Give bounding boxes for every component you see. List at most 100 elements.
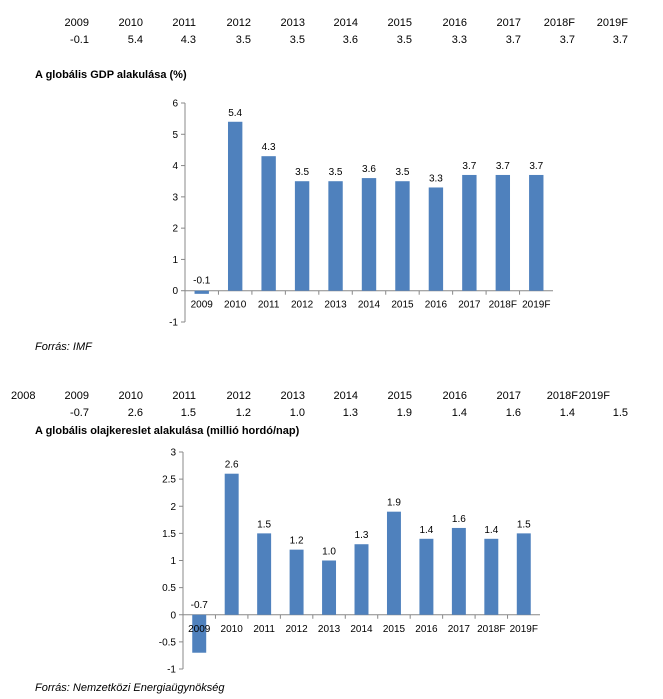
x-tick-label: 2019F — [522, 300, 550, 311]
gdp-table-year: 2018F — [543, 17, 575, 29]
gdp-table-value: 3.6 — [342, 34, 358, 46]
bar — [386, 511, 401, 615]
y-tick-label: -1 — [167, 665, 176, 676]
x-tick-label: 2016 — [425, 300, 448, 311]
x-tick-label: 2009 — [188, 624, 211, 635]
y-tick-label: 1 — [170, 556, 176, 567]
x-tick-label: 2011 — [253, 624, 275, 635]
x-tick-label: 2017 — [448, 624, 471, 635]
x-tick-label: 2009 — [191, 300, 214, 311]
x-tick-label: 2013 — [318, 624, 341, 635]
x-tick-label: 2017 — [458, 300, 481, 311]
oil-table-year: 2014 — [333, 390, 358, 402]
gdp-table-value: 3.7 — [505, 34, 521, 46]
data-label: -0.1 — [193, 276, 211, 287]
data-label: 1.5 — [257, 519, 271, 530]
gdp-table-year: 2015 — [387, 17, 412, 29]
bar — [328, 181, 343, 291]
data-label: 1.4 — [484, 525, 498, 536]
gdp-table-value: 3.3 — [451, 34, 467, 46]
bar — [224, 473, 239, 615]
bar — [419, 538, 434, 615]
x-tick-label: 2015 — [391, 300, 414, 311]
y-tick-label: 6 — [172, 99, 178, 110]
oil-table-value: 1.4 — [559, 407, 575, 419]
y-tick-label: 3 — [170, 448, 176, 459]
x-tick-label: 2011 — [258, 300, 280, 311]
bar — [194, 290, 209, 294]
data-label: 1.9 — [387, 498, 401, 509]
oil-table-value: 1.6 — [505, 407, 521, 419]
oil-table-year: 2013 — [280, 390, 305, 402]
gdp-table-value: 4.3 — [180, 34, 196, 46]
oil-source-note: Forrás: Nemzetközi Energiaügynökség — [35, 682, 225, 694]
data-label: 3.5 — [396, 167, 410, 178]
y-tick-label: -1 — [169, 318, 178, 329]
data-label: 3.6 — [362, 164, 376, 175]
y-tick-label: 2 — [172, 224, 178, 235]
data-label: 4.3 — [262, 142, 276, 153]
data-label: 3.7 — [496, 161, 510, 172]
oil-table-value: 2.6 — [127, 407, 143, 419]
bar — [484, 538, 499, 615]
oil-table-value: 1.4 — [451, 407, 467, 419]
x-tick-label: 2015 — [383, 624, 406, 635]
data-label: 1.4 — [419, 525, 433, 536]
data-label: 1.3 — [355, 530, 369, 541]
oil-table-year: 2012 — [226, 390, 251, 402]
gdp-chart-title: A globális GDP alakulása (%) — [35, 69, 187, 81]
oil-table-year: 2011 — [172, 390, 196, 402]
y-tick-label: 0.5 — [162, 583, 176, 594]
gdp-bar-chart: -1 0 1 2 3 4 5 6 -0.1 2009 5.4 2010 4.3 2011 3.5 2012 3.… — [169, 99, 553, 329]
x-tick-label: 2010 — [224, 300, 247, 311]
gdp-table-year: 2011 — [172, 17, 196, 29]
x-tick-label: 2014 — [358, 300, 381, 311]
bar — [516, 533, 531, 615]
oil-chart-title: A globális olajkereslet alakulása (milli… — [35, 425, 300, 437]
x-tick-label: 2013 — [324, 300, 347, 311]
data-label: 2.6 — [225, 460, 239, 471]
x-tick-label: 2018F — [477, 624, 505, 635]
y-tick-label: 3 — [172, 192, 178, 203]
bar — [261, 156, 276, 291]
y-tick-label: 4 — [172, 161, 178, 172]
bar — [428, 187, 444, 291]
data-label: 3.3 — [429, 173, 443, 184]
bar — [395, 181, 410, 291]
y-tick-label: 0 — [172, 286, 178, 297]
oil-table-year: 2017 — [496, 390, 521, 402]
bar — [361, 178, 377, 291]
bar — [294, 181, 310, 291]
data-label: 1.5 — [517, 519, 531, 530]
gdp-source-note: Forrás: IMF — [35, 341, 92, 353]
oil-table-year: 2010 — [118, 390, 143, 402]
x-tick-label: 2019F — [510, 624, 538, 635]
data-label: 1.2 — [290, 536, 304, 547]
gdp-table-year: 2017 — [496, 17, 521, 29]
data-label: 3.5 — [295, 167, 309, 178]
bar — [354, 544, 369, 615]
gdp-table-value: 5.4 — [127, 34, 143, 46]
y-tick-label: 2.5 — [162, 475, 176, 486]
oil-table-value: 1.3 — [342, 407, 358, 419]
data-label: 1.6 — [452, 514, 466, 525]
oil-table-year: 2009 — [64, 390, 89, 402]
oil-table-year: 2015 — [387, 390, 412, 402]
gdp-table-value: 3.5 — [396, 34, 412, 46]
data-label: 3.5 — [329, 167, 343, 178]
bar — [289, 549, 304, 615]
y-tick-label: 5 — [172, 130, 178, 141]
bar — [495, 174, 511, 291]
x-tick-label: 2012 — [291, 300, 314, 311]
oil-table-value: 1.5 — [180, 407, 196, 419]
gdp-table-value: 3.7 — [612, 34, 628, 46]
data-label: 3.7 — [529, 161, 543, 172]
gdp-table-year: 2016 — [442, 17, 467, 29]
y-tick-label: -0.5 — [159, 637, 177, 648]
x-tick-label: 2014 — [350, 624, 373, 635]
x-tick-label: 2016 — [415, 624, 438, 635]
gdp-table-value: 3.5 — [289, 34, 305, 46]
y-tick-label: 1 — [172, 255, 178, 266]
data-label: 3.7 — [462, 161, 476, 172]
gdp-table-year: 2012 — [226, 17, 251, 29]
